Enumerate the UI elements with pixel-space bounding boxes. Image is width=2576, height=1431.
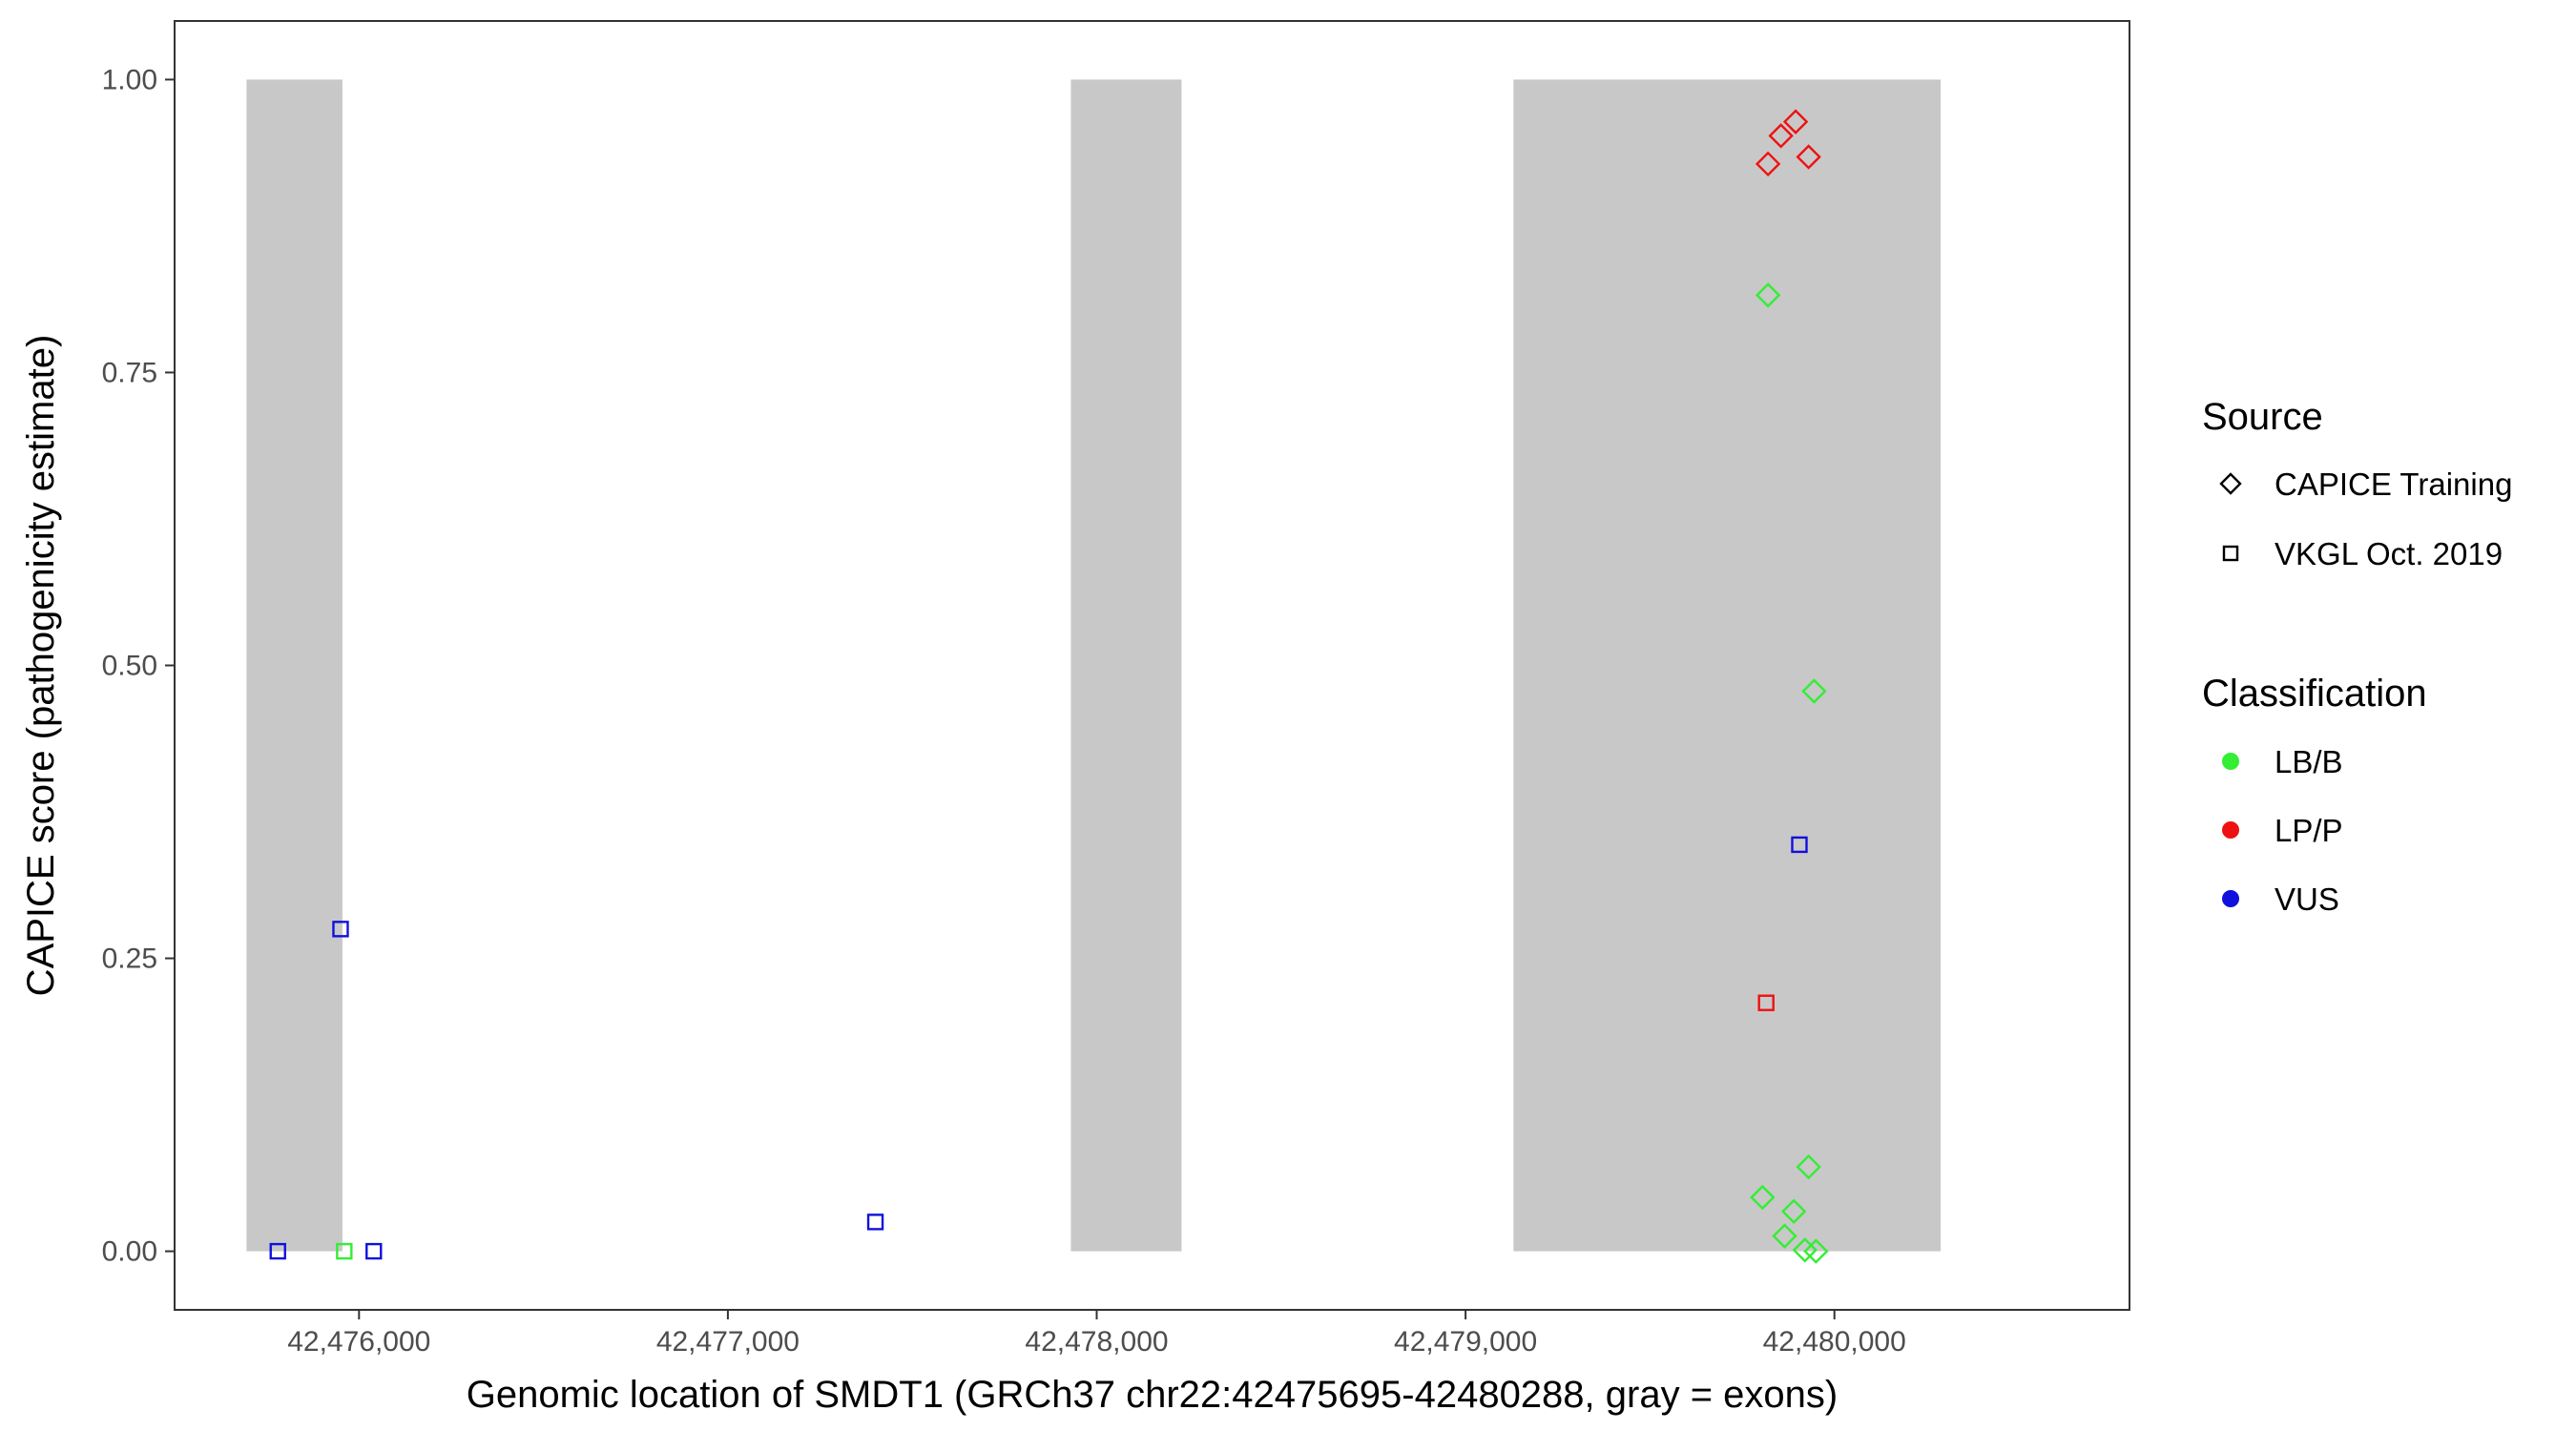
data-point-capice xyxy=(1755,282,1781,308)
y-axis-title: CAPICE score (pathogenicity estimate) xyxy=(20,335,62,997)
x-tick-label: 42,478,000 xyxy=(1025,1326,1168,1358)
legend-diamond-icon xyxy=(2219,472,2242,495)
legend-class-label: VUS xyxy=(2275,881,2339,917)
data-point-capice xyxy=(1782,109,1809,135)
data-point-vkgl xyxy=(269,1242,286,1260)
data-point-vkgl xyxy=(866,1213,884,1231)
data-point-capice xyxy=(1755,151,1781,177)
data-point-vkgl xyxy=(1757,994,1775,1011)
legend: Source Classification CAPICE Training VKG… xyxy=(2202,396,2512,917)
points-layer xyxy=(269,109,1829,1264)
exon-layer xyxy=(246,79,1942,1252)
data-point-vkgl xyxy=(1791,836,1808,854)
legend-square-icon xyxy=(2222,545,2239,562)
x-tick-label: 42,476,000 xyxy=(287,1326,430,1358)
y-tick-label: 0.00 xyxy=(102,1236,157,1268)
data-point-vkgl xyxy=(332,921,349,938)
x-tick-label: 42,479,000 xyxy=(1394,1326,1537,1358)
legend-color-dot-icon xyxy=(2222,753,2239,770)
x-tick-label: 42,480,000 xyxy=(1763,1326,1906,1358)
legend-class-title: Classification xyxy=(2202,673,2427,715)
axis-layer: 42,476,000 42,477,000 42,478,000 42,479,000… xyxy=(102,64,1906,1358)
y-tick-label: 1.00 xyxy=(102,64,157,95)
y-tick-label: 0.75 xyxy=(102,357,157,388)
data-point-capice xyxy=(1796,1153,1821,1180)
x-tick-label: 42,477,000 xyxy=(656,1326,800,1358)
legend-items: CAPICE Training VKGL Oct. 2019 LB/B LP/P VUS xyxy=(2219,467,2512,917)
legend-class-label: LP/P xyxy=(2275,813,2343,848)
data-point-capice xyxy=(1772,1223,1797,1249)
data-point-vkgl xyxy=(365,1242,383,1260)
data-point-capice xyxy=(1780,1198,1807,1225)
legend-source-label: VKGL Oct. 2019 xyxy=(2275,536,2503,571)
legend-color-dot-icon xyxy=(2222,821,2239,839)
legend-color-dot-icon xyxy=(2222,890,2239,907)
exon-rect xyxy=(1513,79,1942,1252)
y-tick-label: 0.50 xyxy=(102,651,157,682)
data-point-capice xyxy=(1803,1238,1829,1264)
data-point-capice xyxy=(1792,1237,1818,1263)
data-point-capice xyxy=(1796,144,1821,170)
exon-rect xyxy=(246,79,343,1252)
legend-source-title: Source xyxy=(2202,396,2323,438)
exon-rect xyxy=(1070,79,1182,1252)
data-point-capice xyxy=(1768,123,1794,149)
data-point-capice xyxy=(1801,678,1827,704)
legend-class-label: LB/B xyxy=(2275,744,2343,779)
legend-source-label: CAPICE Training xyxy=(2275,467,2512,502)
x-axis-title: Genomic location of SMDT1 (GRCh37 chr22:… xyxy=(467,1374,1838,1416)
data-point-capice xyxy=(1750,1184,1776,1211)
y-tick-label: 0.25 xyxy=(102,944,157,975)
data-point-vkgl xyxy=(336,1242,353,1260)
